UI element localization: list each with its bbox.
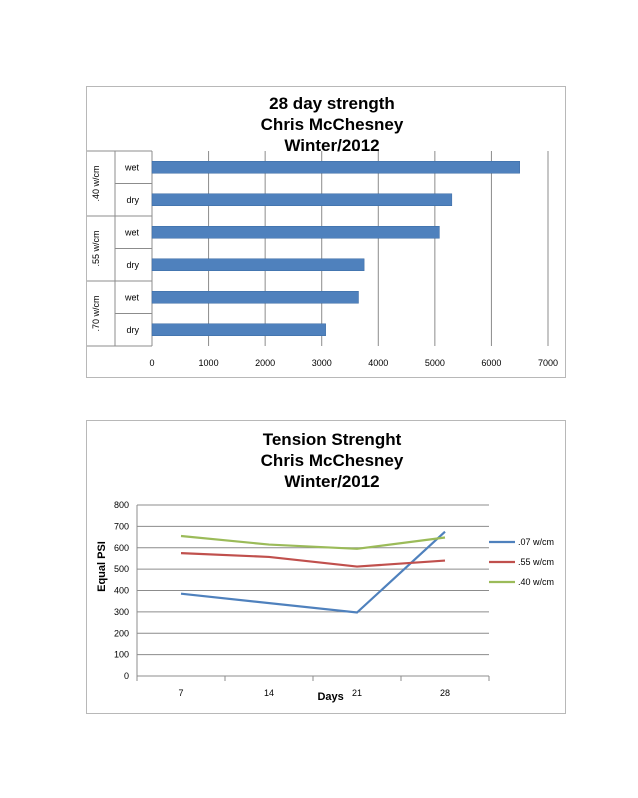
x-tick-label: 0 (149, 358, 154, 368)
series-line (180, 551, 446, 568)
y-tick-label: 200 (114, 628, 129, 638)
legend-label: .55 w/cm (518, 557, 554, 567)
group-label: .40 w/cm (91, 165, 101, 201)
series-line (180, 534, 446, 550)
tension-line-chart: Tension Strenght Chris McChesney Winter/… (86, 420, 566, 714)
y-tick-label: 700 (114, 521, 129, 531)
title-line-3: Winter/2012 (284, 136, 380, 155)
group-label: .55 w/cm (91, 230, 101, 266)
bar (151, 161, 520, 174)
y-tick-label: 0 (124, 671, 129, 681)
category-label: wet (124, 292, 140, 302)
x-tick-label: 14 (264, 688, 274, 698)
bar (151, 193, 453, 206)
y-tick-label: 600 (114, 543, 129, 553)
y-axis-label: Equal PSI (96, 541, 108, 592)
title-line-1: Tension Strenght (262, 430, 402, 449)
y-tick-label: 300 (114, 607, 129, 617)
y-tick-label: 800 (114, 500, 129, 510)
bar (151, 226, 440, 239)
legend-label: .07 w/cm (518, 537, 554, 547)
category-label: dry (126, 260, 139, 270)
title-line-3: Winter/2012 (284, 472, 380, 491)
x-tick-label: 2000 (255, 358, 275, 368)
x-tick-label: 6000 (481, 358, 501, 368)
y-tick-label: 100 (114, 650, 129, 660)
x-tick-label: 21 (352, 688, 362, 698)
bar (151, 291, 359, 304)
group-label: .70 w/cm (91, 295, 101, 331)
bar (151, 258, 365, 271)
category-label: wet (124, 162, 140, 172)
x-tick-label: 5000 (425, 358, 445, 368)
bar (151, 323, 326, 336)
category-label: wet (124, 227, 140, 237)
category-label: dry (126, 195, 139, 205)
chart-title: Tension Strenght Chris McChesney Winter/… (252, 429, 412, 492)
bar-chart-plot: 0 1000 2000 3000 4000 5000 6000 7000 .40 w/cm wet… (87, 150, 558, 368)
x-tick-label: 1000 (199, 358, 219, 368)
x-axis-label: Days (317, 691, 343, 703)
y-tick-label: 400 (114, 586, 129, 596)
x-tick-label: 7000 (538, 358, 558, 368)
x-tick-label: 7 (178, 688, 183, 698)
x-tick-label: 28 (440, 688, 450, 698)
title-line-2: Chris McChesney (260, 115, 404, 134)
title-line-1: 28 day strength (269, 94, 395, 113)
y-tick-label: 500 (114, 564, 129, 574)
x-tick-label: 4000 (368, 358, 388, 368)
strength-bar-chart: 28 day strength Chris McChesney Winter/2… (86, 86, 566, 378)
legend-label: .40 w/cm (518, 577, 554, 587)
line-chart-plot: 0 100 200 300 400 500 600 700 800 7 14 21 28 Days Equa… (96, 500, 554, 703)
category-label: dry (126, 325, 139, 335)
title-line-2: Chris McChesney (260, 451, 404, 470)
chart-title: 28 day strength Chris McChesney Winter/2… (252, 93, 412, 156)
series-line (180, 530, 446, 614)
x-tick-label: 3000 (312, 358, 332, 368)
